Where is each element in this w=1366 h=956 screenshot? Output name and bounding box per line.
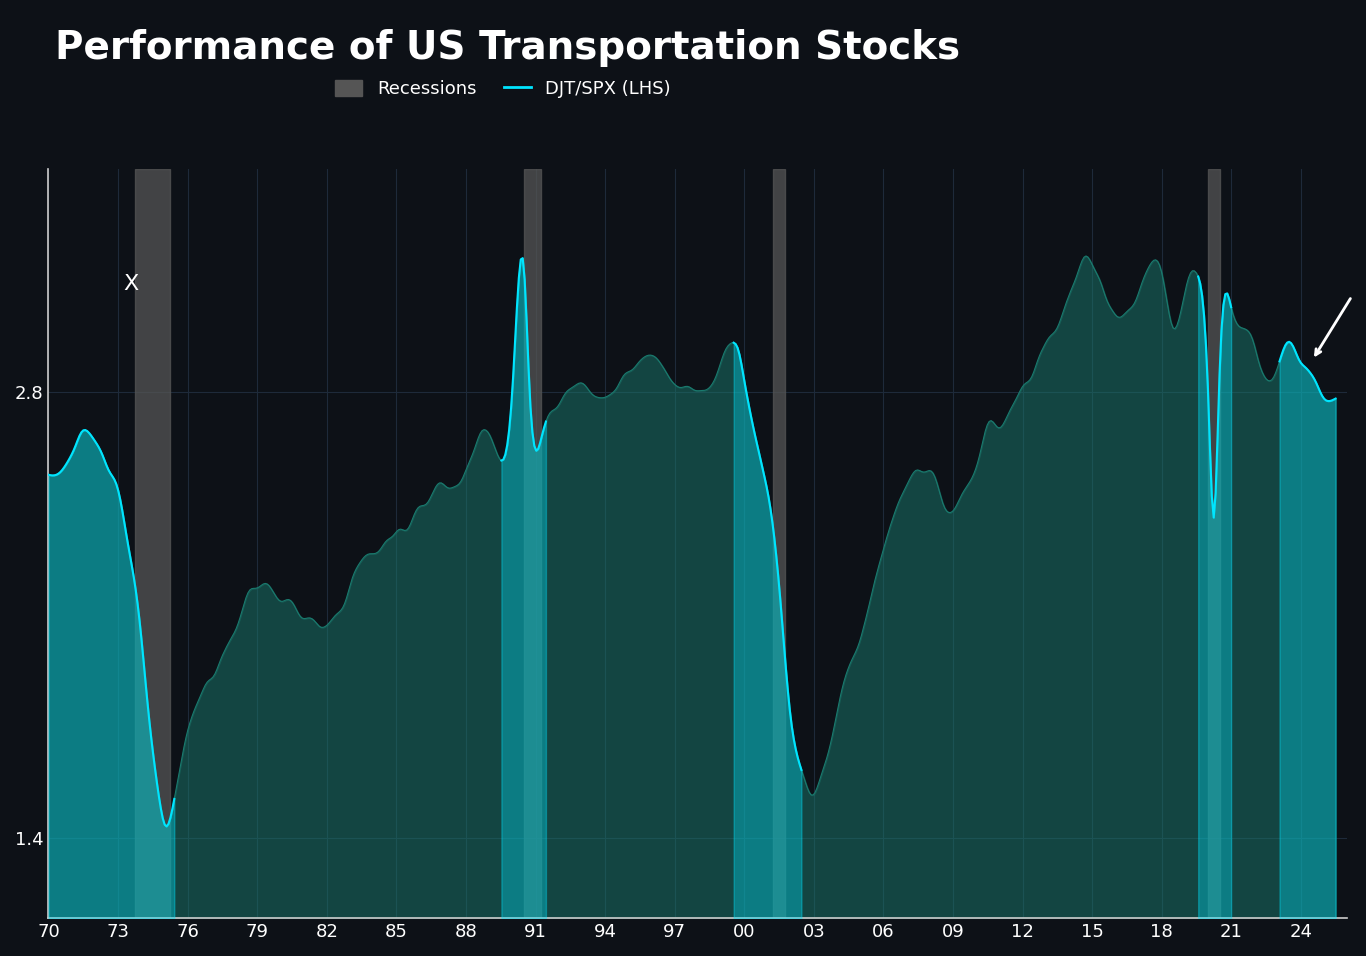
Text: Performance of US Transportation Stocks: Performance of US Transportation Stocks bbox=[55, 29, 960, 67]
Text: X: X bbox=[124, 273, 139, 293]
Bar bbox=[1208, 168, 1220, 918]
Bar bbox=[135, 168, 171, 918]
Legend: Recessions, DJT/SPX (LHS): Recessions, DJT/SPX (LHS) bbox=[336, 80, 671, 98]
Bar bbox=[525, 168, 541, 918]
Bar bbox=[773, 168, 785, 918]
